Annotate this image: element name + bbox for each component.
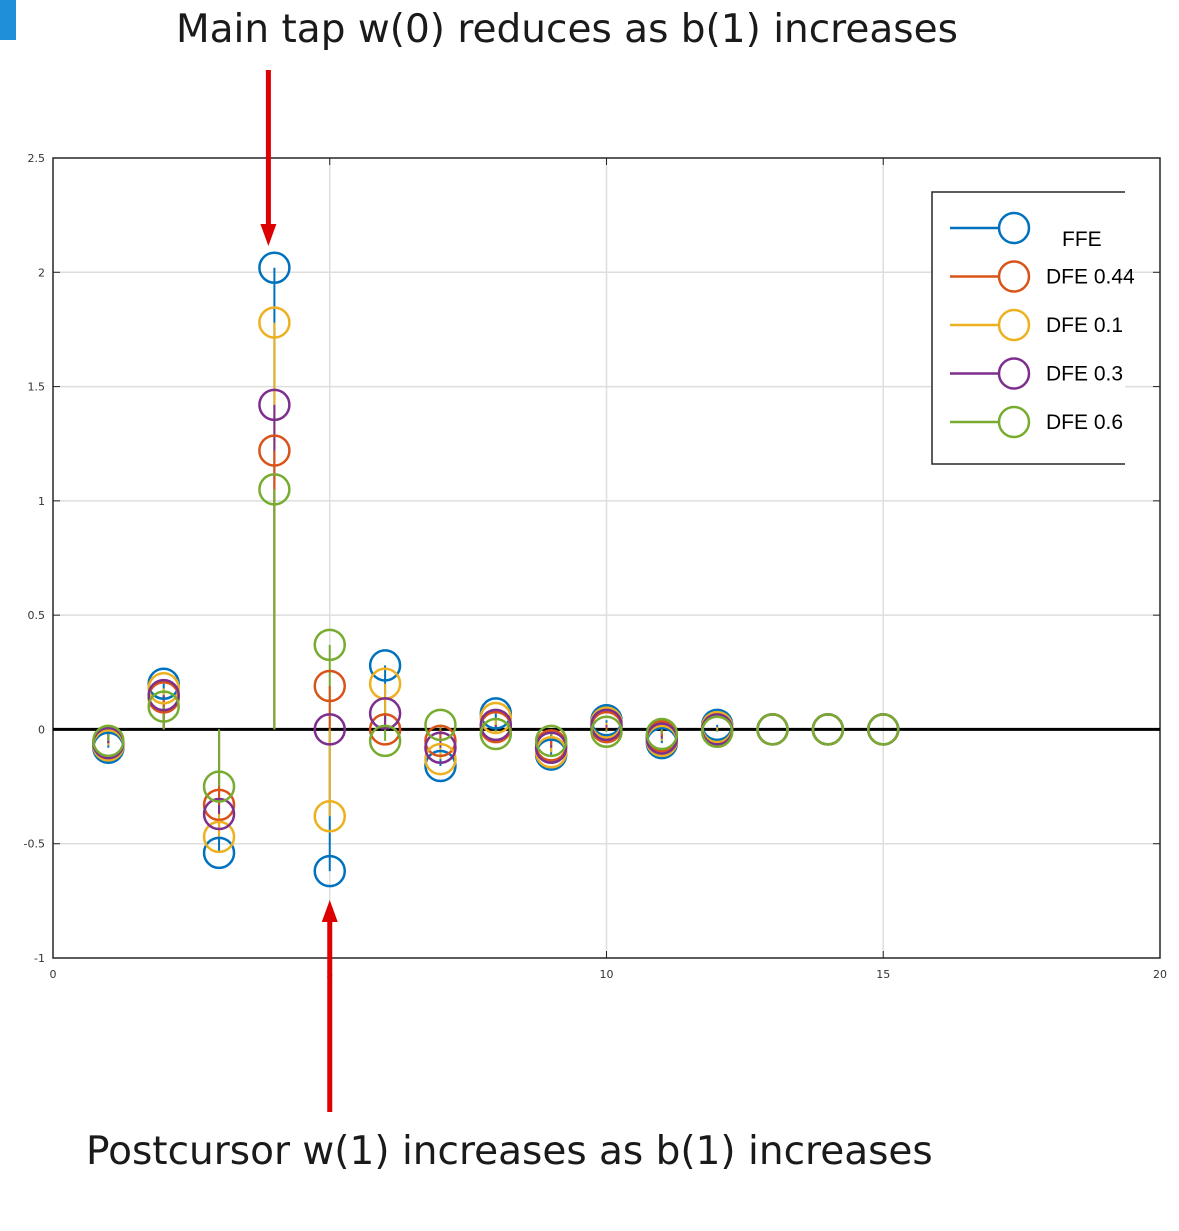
y-tick-label: 0.5: [28, 609, 46, 622]
legend-marker: [997, 357, 1031, 390]
marker-ffe: [424, 749, 457, 783]
annotation-main-tap: Main tap w(0) reduces as b(1) increases: [176, 7, 958, 52]
marker-dfe-0-1: [258, 306, 291, 339]
marker-dfe-0-1: [313, 800, 346, 833]
legend-frame: [931, 191, 1125, 465]
legend-marker: [997, 308, 1031, 342]
y-tick-label: 1: [38, 495, 45, 508]
y-tick-label: 1.5: [28, 381, 46, 394]
axis-ticks: 05101520-1-0.500.511.522.5: [24, 152, 1167, 981]
legend-marker: [997, 260, 1031, 293]
annotation-postcursor: Postcursor w(1) increases as b(1) increa…: [86, 1129, 933, 1174]
marker-dfe-0-6: [147, 690, 180, 723]
marker-dfe-0-1: [479, 701, 513, 735]
marker-dfe-0-6: [368, 724, 402, 758]
legend-label: DFE 0.1: [1046, 314, 1123, 337]
marker-dfe-0-6: [92, 724, 125, 758]
marker-dfe-0-44: [313, 669, 346, 703]
legend: FFE DFE 0.44 DFE 0.1 DFE 0.3 DFE 0.6: [931, 191, 1135, 465]
stems: [107, 267, 719, 872]
marker-dfe-0-3: [590, 708, 623, 742]
x-tick-label: 20: [1153, 968, 1167, 981]
marker-dfe-0-44: [258, 434, 291, 467]
marker-dfe-0-3: [313, 713, 346, 746]
marker-dfe-0-44: [368, 713, 402, 746]
marker-dfe-0-6: [590, 715, 623, 748]
marker-dfe-0-6: [202, 770, 236, 803]
legend-label: DFE 0.44: [1046, 266, 1135, 289]
y-tick-label: -1: [34, 952, 45, 965]
marker-dfe-0-3: [368, 697, 402, 730]
y-tick-label: 2.5: [28, 152, 46, 165]
arrows: [260, 70, 338, 1112]
marker-dfe-0-6: [313, 628, 346, 662]
marker-dfe-0-44: [202, 788, 236, 822]
marker-dfe-0-44: [424, 724, 457, 758]
marker-dfe-0-3: [202, 797, 236, 831]
x-tick-label: 15: [876, 968, 890, 981]
marker-dfe-0-3: [258, 388, 291, 422]
arrow-postcursor-head: [321, 900, 338, 922]
marker-ffe: [368, 649, 402, 682]
slide-corner-mark: [0, 0, 16, 40]
marker-dfe-0-1: [424, 742, 457, 776]
marker-dfe-0-1: [147, 672, 180, 705]
y-tick-label: 2: [38, 266, 45, 279]
marker-dfe-0-3: [424, 731, 457, 764]
marker-ffe: [258, 251, 291, 284]
legend-label: DFE 0.3: [1046, 363, 1123, 386]
marker-dfe-0-6: [867, 713, 900, 746]
marker-dfe-0-6: [534, 724, 568, 758]
marker-dfe-0-1: [202, 820, 236, 854]
markers: [92, 251, 900, 888]
marker-dfe-0-6: [700, 715, 734, 748]
marker-dfe-0-6: [258, 473, 291, 506]
marker-ffe: [202, 836, 236, 870]
marker-dfe-0-6: [756, 713, 789, 746]
marker-dfe-0-3: [534, 731, 568, 764]
legend-marker: [997, 211, 1031, 245]
x-tick-label: 10: [600, 968, 614, 981]
marker-dfe-0-6: [424, 708, 457, 742]
legend-label: FFE: [1062, 228, 1102, 251]
legend-marker: [997, 405, 1031, 439]
marker-dfe-0-3: [147, 678, 180, 712]
marker-dfe-0-6: [479, 717, 513, 751]
x-tick-label: 0: [50, 968, 57, 981]
marker-dfe-0-6: [811, 713, 845, 746]
marker-dfe-0-3: [479, 708, 513, 742]
y-tick-label: -0.5: [24, 838, 45, 851]
legend-label: DFE 0.6: [1046, 411, 1123, 434]
y-tick-label: 0: [38, 723, 45, 736]
arrow-main-tap-head: [260, 224, 277, 246]
marker-dfe-0-6: [645, 717, 679, 751]
marker-ffe: [313, 854, 346, 888]
